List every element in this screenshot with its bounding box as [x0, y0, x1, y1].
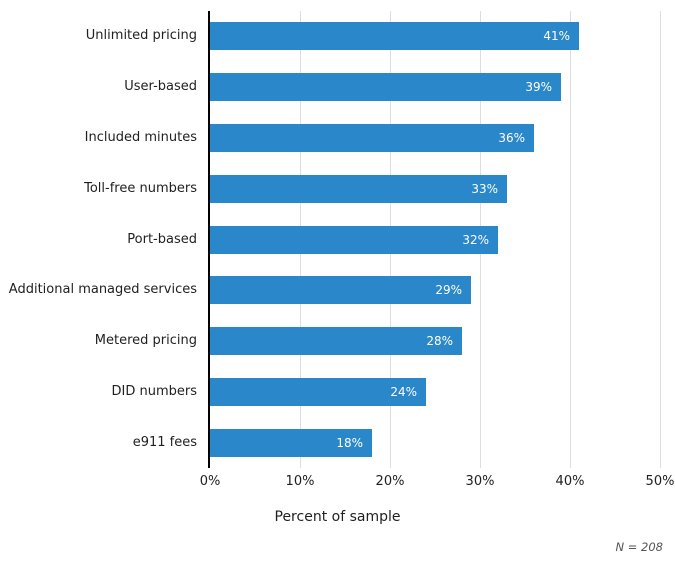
gridline-50pct — [660, 11, 661, 468]
category-label: Included minutes — [84, 130, 197, 145]
bar: 41% — [210, 22, 579, 51]
category-label: DID numbers — [111, 384, 198, 399]
x-tick-label: 50% — [645, 474, 675, 489]
category-label: Unlimited pricing — [85, 28, 197, 44]
category-label: Additional managed services — [8, 282, 197, 298]
plot-area: 41% 39% 36% 33% 32% 29% 28% 24% 18% — [208, 11, 662, 468]
category-label: Port-based — [127, 231, 197, 247]
bar: 18% — [210, 428, 372, 457]
x-tick-label: 20% — [375, 474, 405, 489]
category-label: e911 fees — [132, 434, 197, 450]
bar: 39% — [210, 73, 561, 102]
bar-value-label: 29% — [435, 283, 462, 298]
bar: 28% — [210, 327, 462, 356]
x-tick-label: 40% — [555, 474, 585, 489]
y-axis-line — [208, 11, 210, 468]
bar-value-label: 36% — [498, 131, 525, 145]
x-axis-title: Percent of sample — [274, 509, 401, 525]
x-tick-label: 30% — [465, 474, 495, 489]
bar: 33% — [210, 174, 507, 203]
gridline-40pct — [570, 11, 571, 468]
bar-value-label: 18% — [336, 435, 363, 450]
category-label: Toll-free numbers — [84, 180, 197, 196]
bar-value-label: 32% — [462, 232, 489, 247]
x-tick-label: 0% — [199, 474, 221, 489]
bar: 36% — [210, 124, 534, 152]
bar-value-label: 33% — [471, 181, 498, 196]
bar-value-label: 24% — [390, 385, 417, 399]
bar-value-label: 39% — [525, 80, 552, 95]
bar-value-label: 28% — [426, 334, 453, 349]
category-label: User-based — [124, 79, 197, 95]
bar: 32% — [210, 225, 498, 254]
category-label: Metered pricing — [94, 333, 197, 349]
bar: 24% — [210, 378, 426, 406]
bar: 29% — [210, 276, 471, 305]
sample-size-note: N = 208 — [615, 540, 664, 554]
bar-value-label: 41% — [543, 29, 570, 44]
x-tick-label: 10% — [285, 474, 315, 489]
